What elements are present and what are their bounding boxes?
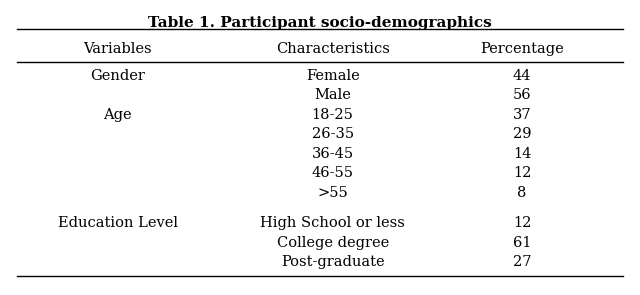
- Text: Variables: Variables: [84, 42, 152, 55]
- Text: Female: Female: [306, 69, 360, 83]
- Text: 56: 56: [513, 88, 531, 102]
- Text: High School or less: High School or less: [260, 216, 405, 230]
- Text: 61: 61: [513, 235, 531, 250]
- Text: Age: Age: [104, 108, 132, 122]
- Text: 26-35: 26-35: [312, 127, 354, 141]
- Text: 12: 12: [513, 166, 531, 180]
- Text: 14: 14: [513, 147, 531, 161]
- Text: >55: >55: [317, 186, 348, 200]
- Text: Gender: Gender: [90, 69, 145, 83]
- Text: 37: 37: [513, 108, 531, 122]
- Text: 46-55: 46-55: [312, 166, 354, 180]
- Text: Male: Male: [314, 88, 351, 102]
- Text: Education Level: Education Level: [58, 216, 178, 230]
- Text: 36-45: 36-45: [312, 147, 354, 161]
- Text: College degree: College degree: [276, 235, 388, 250]
- Text: Post-graduate: Post-graduate: [281, 255, 385, 269]
- Text: 12: 12: [513, 216, 531, 230]
- Text: Characteristics: Characteristics: [276, 42, 390, 55]
- Text: 27: 27: [513, 255, 531, 269]
- Text: 8: 8: [518, 186, 527, 200]
- Text: 29: 29: [513, 127, 531, 141]
- Text: Table 1. Participant socio-demographics: Table 1. Participant socio-demographics: [148, 16, 492, 30]
- Text: 44: 44: [513, 69, 531, 83]
- Text: Percentage: Percentage: [480, 42, 564, 55]
- Text: 18-25: 18-25: [312, 108, 353, 122]
